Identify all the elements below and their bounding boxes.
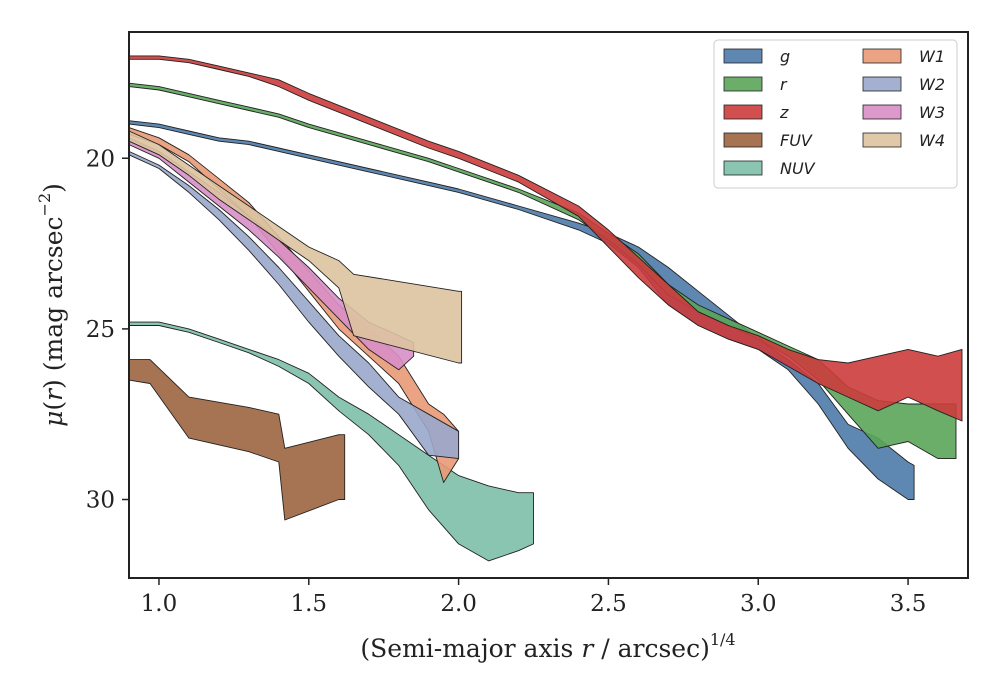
x-axis-title: (Semi-major axis r / arcsec)1/4 <box>360 630 735 663</box>
legend-swatch-w2 <box>862 76 902 92</box>
legend-swatch-z <box>723 104 763 120</box>
data-bands <box>128 55 963 562</box>
x-tick-label: 1.5 <box>290 591 327 617</box>
legend-swatch-w1 <box>862 48 902 64</box>
y-axis: 20 25 30 <box>86 146 129 514</box>
plot-frame <box>128 31 969 579</box>
legend-swatch-nuv <box>723 160 763 176</box>
y-tick-label: 20 <box>86 146 115 172</box>
x-tick-label: 2.5 <box>590 591 627 617</box>
legend-label-fuv: FUV <box>780 131 813 150</box>
band-w4 <box>128 130 463 364</box>
legend-label-z: z <box>779 103 789 122</box>
y-tick-label: 25 <box>86 317 115 343</box>
legend-swatch-g <box>723 48 763 64</box>
legend-label-w3: W3 <box>919 103 945 122</box>
x-tick-label: 2.0 <box>440 591 477 617</box>
legend: grz FUV NUV W1 W2 W3 W4 <box>713 39 958 189</box>
legend-label-nuv: NUV <box>780 159 816 178</box>
band-z <box>128 55 963 422</box>
y-tick-label: 30 <box>86 488 115 514</box>
legend-swatch-w3 <box>862 104 902 120</box>
legend-swatch-r <box>723 76 763 92</box>
legend-swatch-fuv <box>723 132 763 148</box>
y-axis-title: μ(r) (mag arcsec−2) <box>35 183 68 427</box>
legend-label-w2: W2 <box>919 75 945 94</box>
legend-label-r: r <box>780 75 788 94</box>
x-tick-label: 1.0 <box>141 591 178 617</box>
band-g <box>128 120 915 500</box>
band-r <box>128 82 957 460</box>
legend-label-g: g <box>780 47 790 66</box>
x-tick-label: 3.0 <box>740 591 777 617</box>
band-w2 <box>128 150 460 460</box>
legend-label-w1: W1 <box>919 47 945 66</box>
legend-swatch-w4 <box>862 132 902 148</box>
legend-label-w4: W4 <box>919 131 945 150</box>
x-axis: 1.0 1.5 2.0 2.5 3.0 3.5 <box>141 578 927 617</box>
x-tick-label: 3.5 <box>890 591 927 617</box>
band-fuv <box>128 359 346 521</box>
band-nuv <box>128 321 534 562</box>
